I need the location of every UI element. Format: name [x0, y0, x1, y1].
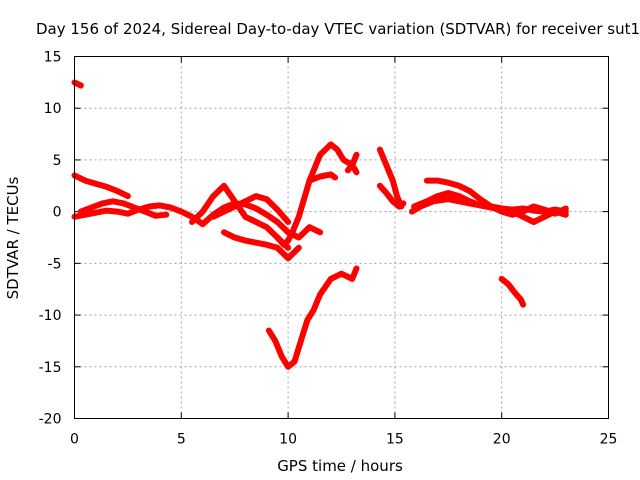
y-tick-label: 10 [44, 101, 62, 117]
grid [74, 56, 609, 419]
series-arc-5 [189, 182, 292, 251]
y-tick-label: -20 [39, 412, 62, 428]
series-arc-7 [221, 229, 302, 262]
x-tick-label: 0 [70, 432, 79, 448]
x-tick-label: 20 [493, 432, 511, 448]
y-tick-label: 5 [53, 153, 62, 169]
x-tick-label: 5 [177, 432, 186, 448]
series-arc-6 [210, 193, 292, 225]
plot-frame [74, 56, 609, 419]
y-tick-label: 0 [53, 205, 62, 221]
series-arc-2 [71, 172, 131, 200]
series-arc-1 [71, 79, 84, 89]
x-axis-label: GPS time / hours [277, 457, 403, 475]
axis-ticks: 0 5 10 15 20 25 -20 -15 -10 -5 0 5 10 15 [39, 50, 618, 448]
series-arc-4 [77, 198, 170, 219]
y-tick-label: 15 [44, 50, 62, 66]
chart-title: Day 156 of 2024, Sidereal Day-to-day VTE… [36, 20, 640, 38]
series-arc-13 [376, 182, 407, 210]
x-tick-label: 15 [386, 432, 404, 448]
y-tick-label: -10 [39, 308, 62, 324]
y-tick-label: -15 [39, 360, 62, 376]
series-arc-11 [265, 265, 360, 370]
series-arc-9 [306, 171, 339, 184]
series-arc-10 [344, 162, 360, 176]
series-arc-8 [274, 141, 360, 248]
series-arc-16 [498, 275, 527, 308]
series-arc-17 [411, 190, 569, 225]
series-arc-12 [376, 146, 405, 210]
data-series [71, 79, 569, 370]
y-axis-label: SDTVAR / TECUs [4, 176, 22, 299]
y-tick-label: -5 [48, 256, 62, 272]
x-tick-label: 10 [279, 432, 297, 448]
x-tick-label: 25 [600, 432, 618, 448]
